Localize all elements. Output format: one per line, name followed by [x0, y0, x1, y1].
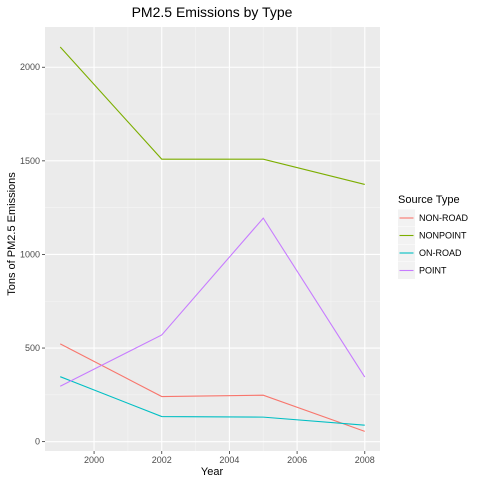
x-tick-label: 2008: [355, 455, 375, 465]
x-axis-ticks: 2000 2002 2004 2006 2008: [84, 451, 375, 465]
series-line-point: [59, 217, 366, 387]
series-line-non-road: [59, 343, 365, 432]
series-lines: [59, 46, 366, 432]
legend-label-non-road: NON-ROAD: [419, 213, 468, 223]
y-axis-ticks: 0 500 1000 1500 2000: [20, 62, 45, 447]
series-line-nonpoint: [59, 46, 365, 185]
chart-title: PM2.5 Emissions by Type: [132, 4, 293, 20]
y-tick-label: 0: [35, 437, 40, 447]
minor-gridlines: [45, 27, 380, 451]
major-gridlines: [45, 27, 380, 451]
x-tick-label: 2004: [219, 455, 239, 465]
y-tick-label: 1500: [20, 156, 40, 166]
series-line-on-road: [60, 376, 365, 426]
legend-title: Source Type: [398, 194, 460, 206]
y-tick-label: 500: [25, 343, 40, 353]
legend-label-point: POINT: [419, 266, 447, 276]
legend-label-nonpoint: NONPOINT: [419, 231, 467, 241]
legend: Source Type NON-ROAD NONPOINT ON-ROAD POINT: [398, 194, 468, 279]
plot-panel: [45, 27, 380, 451]
x-axis-title: Year: [201, 466, 224, 478]
legend-label-on-road: ON-ROAD: [419, 248, 462, 258]
x-tick-label: 2002: [152, 455, 172, 465]
y-tick-label: 1000: [20, 249, 40, 259]
x-tick-label: 2006: [287, 455, 307, 465]
x-tick-label: 2000: [84, 455, 104, 465]
y-axis-title: Tons of PM2.5 Emissions: [6, 172, 18, 296]
y-tick-label: 2000: [20, 62, 40, 72]
